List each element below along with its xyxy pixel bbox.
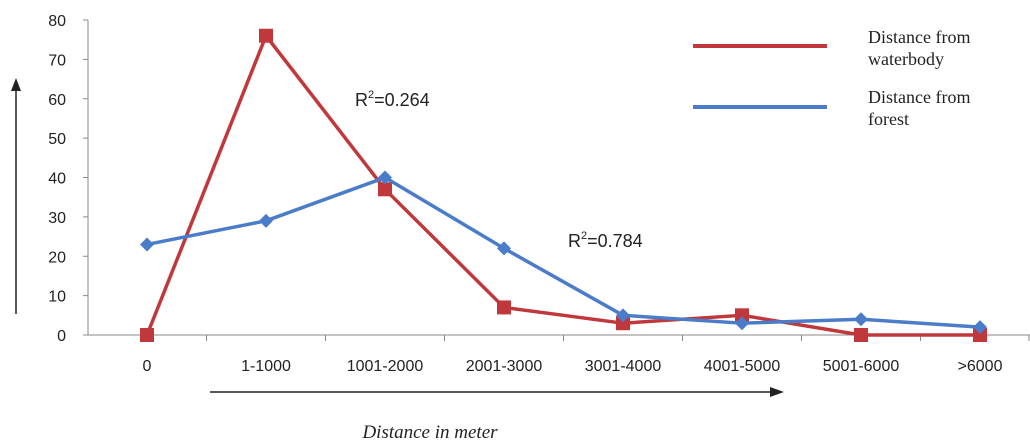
data-point-square [378, 182, 392, 197]
r2-value: =0.264 [374, 90, 430, 110]
x-tick-label: 0 [143, 358, 152, 375]
y-tick-label: 10 [48, 289, 66, 306]
y-direction-arrow [11, 78, 21, 314]
x-tick-label: 3001-4000 [585, 358, 662, 375]
series-layer [140, 28, 987, 342]
data-point-square [735, 308, 749, 323]
data-point-square [259, 28, 273, 43]
x-tick-label: 4001-5000 [704, 358, 781, 375]
data-point-diamond [259, 213, 273, 228]
x-direction-arrow [210, 387, 784, 397]
legend-label-line: Distance from [868, 27, 970, 47]
y-tick-label: 0 [57, 328, 66, 345]
x-tick-label: 2001-3000 [466, 358, 543, 375]
data-point-square [854, 328, 868, 342]
data-point-square [497, 300, 511, 315]
r2-base: R [355, 90, 368, 110]
data-point-square [140, 328, 154, 342]
data-point-square [973, 328, 987, 342]
series-line [145, 34, 980, 337]
x-tick-label: 1-1000 [241, 358, 291, 375]
data-point-diamond [140, 237, 154, 252]
legend-label-waterbody: Distance from waterbody [868, 27, 975, 69]
y-tick-label: 80 [48, 13, 66, 30]
y-tick-label: 60 [48, 92, 66, 109]
r2-sup: 2 [581, 230, 587, 242]
legend-label-line: waterbody [868, 49, 944, 69]
data-point-diamond [497, 241, 511, 256]
x-tick-label: 5001-6000 [823, 358, 900, 375]
r2-value: =0.784 [587, 231, 643, 251]
legend-label-line: forest [868, 109, 909, 129]
y-axis-ticks: 0 10 20 30 40 50 60 70 80 [48, 13, 88, 345]
data-point-diamond [854, 312, 868, 327]
r2-annotation-waterbody: R2=0.264 [355, 89, 430, 110]
legend: Distance from waterbody Distance from fo… [693, 27, 975, 129]
r2-base: R [568, 231, 581, 251]
x-axis-title: Distance in meter [361, 422, 498, 443]
data-point-diamond [378, 170, 392, 185]
data-point-square [616, 316, 630, 331]
r2-sup: 2 [368, 89, 374, 101]
legend-label-forest: Distance from forest [868, 87, 975, 129]
x-tick-label: 1001-2000 [347, 358, 424, 375]
y-tick-label: 40 [48, 171, 66, 188]
y-tick-label: 30 [48, 210, 66, 227]
data-point-diamond [616, 308, 630, 323]
series-waterbody [140, 28, 987, 342]
x-tick-label: >6000 [958, 358, 1003, 375]
legend-label-line: Distance from [868, 87, 970, 107]
y-tick-label: 70 [48, 52, 66, 69]
x-axis-ticks: 0 1-1000 1001-2000 2001-3000 3001-4000 4001-5… [143, 335, 1030, 375]
series-forest [140, 170, 987, 335]
data-point-diamond [735, 316, 749, 331]
y-tick-label: 50 [48, 131, 66, 148]
series-line [146, 175, 981, 329]
y-tick-label: 20 [48, 249, 66, 266]
r2-annotation-forest: R2=0.784 [568, 230, 643, 251]
data-point-diamond [973, 320, 987, 335]
